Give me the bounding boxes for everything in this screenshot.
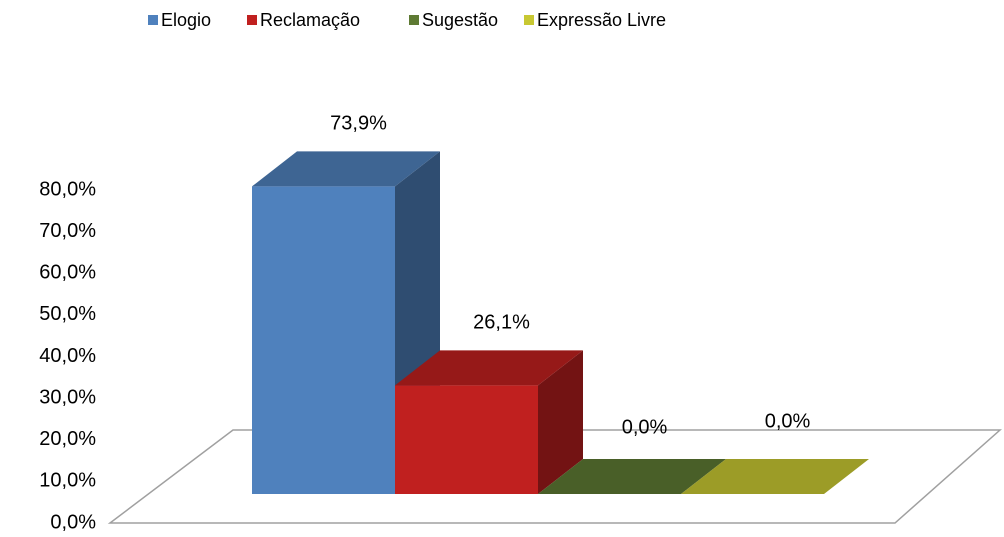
legend-swatch bbox=[524, 15, 534, 25]
bar-top bbox=[395, 350, 583, 386]
y-tick-label: 30,0% bbox=[39, 386, 96, 408]
bar-top bbox=[252, 151, 440, 187]
y-tick-label: 70,0% bbox=[39, 220, 96, 242]
y-tick-label: 80,0% bbox=[39, 178, 96, 200]
y-tick-label: 20,0% bbox=[39, 428, 96, 450]
bar-top bbox=[681, 459, 869, 494]
bar-front bbox=[252, 186, 395, 495]
legend-swatch bbox=[247, 15, 257, 25]
value-label: 26,1% bbox=[473, 312, 530, 334]
y-tick-label: 40,0% bbox=[39, 345, 96, 367]
legend-swatch bbox=[409, 15, 419, 25]
y-tick-label: 0,0% bbox=[50, 511, 96, 533]
value-label: 0,0% bbox=[765, 410, 811, 432]
y-tick-label: 50,0% bbox=[39, 303, 96, 325]
legend-swatch bbox=[148, 15, 158, 25]
y-tick-label: 60,0% bbox=[39, 262, 96, 284]
bar-side bbox=[538, 350, 583, 494]
value-label: 73,9% bbox=[330, 113, 387, 135]
legend-label: Elogio bbox=[161, 10, 211, 30]
y-tick-label: 10,0% bbox=[39, 470, 96, 492]
value-label: 0,0% bbox=[622, 416, 668, 438]
bar-front bbox=[395, 385, 538, 494]
legend-label: Sugestão bbox=[422, 10, 498, 30]
bar-top bbox=[538, 459, 726, 494]
legend-label: Expressão Livre bbox=[537, 10, 666, 30]
legend-label: Reclamação bbox=[260, 10, 360, 30]
